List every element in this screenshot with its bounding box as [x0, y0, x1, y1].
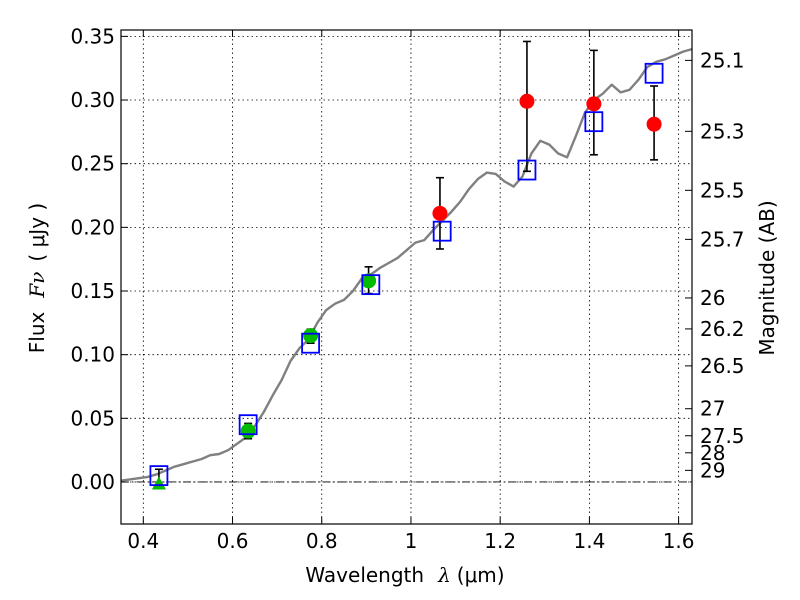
x-axis-label-symbol: λ [437, 563, 451, 587]
x-axis-label: Wavelength λ (μm) [305, 563, 504, 587]
mag-tick-label: 26.2 [700, 317, 745, 341]
green-data-point [303, 328, 319, 344]
mag-tick-label: 25.7 [700, 227, 745, 251]
y-axis-label-prefix: Flux [25, 311, 49, 353]
mag-tick-label: 26.5 [700, 354, 745, 378]
x-axis-label-unit: (μm) [457, 563, 505, 587]
x-tick-label: 0.4 [127, 529, 159, 553]
mag-tick-label: 27.5 [700, 424, 745, 448]
y-tick-label: 0.35 [70, 24, 115, 48]
y-axis-label-unit: ( μJy ) [25, 203, 49, 262]
y-tick-label: 0.00 [70, 470, 115, 494]
x-tick-label: 1 [405, 529, 418, 553]
mag-tick-label: 26 [700, 286, 725, 310]
plot-data [120, 40, 693, 490]
model-photometry-square [644, 62, 664, 84]
y-tick-label: 0.25 [70, 152, 115, 176]
y-tick-label: 0.15 [70, 279, 115, 303]
red-data-point [432, 205, 448, 221]
plot-frame [120, 29, 693, 525]
model-photometry-square [149, 465, 169, 487]
model-photometry-square [432, 220, 452, 242]
model-photometry-square [584, 111, 604, 133]
x-tick-label: 1.6 [663, 529, 695, 553]
y-axis-label: Flux Fν ( μJy ) [25, 203, 49, 353]
red-data-point [519, 93, 535, 109]
mag-tick-label: 25.3 [700, 119, 745, 143]
mag-tick-label: 25.1 [700, 48, 745, 72]
model-photometry-square [238, 414, 258, 436]
x-tick-label: 1.2 [484, 529, 516, 553]
model-photometry-square [517, 159, 537, 181]
y-axis-label-symbol: Fν [25, 272, 49, 299]
x-tick-label: 0.6 [217, 529, 249, 553]
mag-tick-label: 29 [700, 458, 725, 482]
green-data-point [361, 273, 377, 289]
x-tick-label: 0.8 [306, 529, 338, 553]
y-tick-label: 0.30 [70, 88, 115, 112]
green-upper-limit-triangle [151, 476, 166, 490]
axis-ticks: 0.4 0.6 0.8 1 1.2 1.4 1.6 0.00 0.05 0.10 0.15 0.20 0… [70, 24, 744, 553]
x-axis-label-prefix: Wavelength [305, 563, 424, 587]
mag-tick-label: 28 [700, 441, 725, 465]
x-tick-label: 1.4 [573, 529, 605, 553]
y-tick-label: 0.05 [70, 406, 115, 430]
model-photometry-square [301, 332, 320, 354]
y-tick-label: 0.20 [70, 215, 115, 239]
model-photometry-square [361, 274, 381, 296]
mag-tick-label: 25.5 [700, 178, 745, 202]
y-tick-label: 0.10 [70, 343, 115, 367]
mag-tick-label: 27 [700, 397, 725, 421]
y2-axis-label: Magnitude (AB) [755, 200, 779, 355]
red-data-point [586, 96, 602, 112]
green-data-point [240, 423, 256, 439]
red-data-point [646, 116, 662, 132]
